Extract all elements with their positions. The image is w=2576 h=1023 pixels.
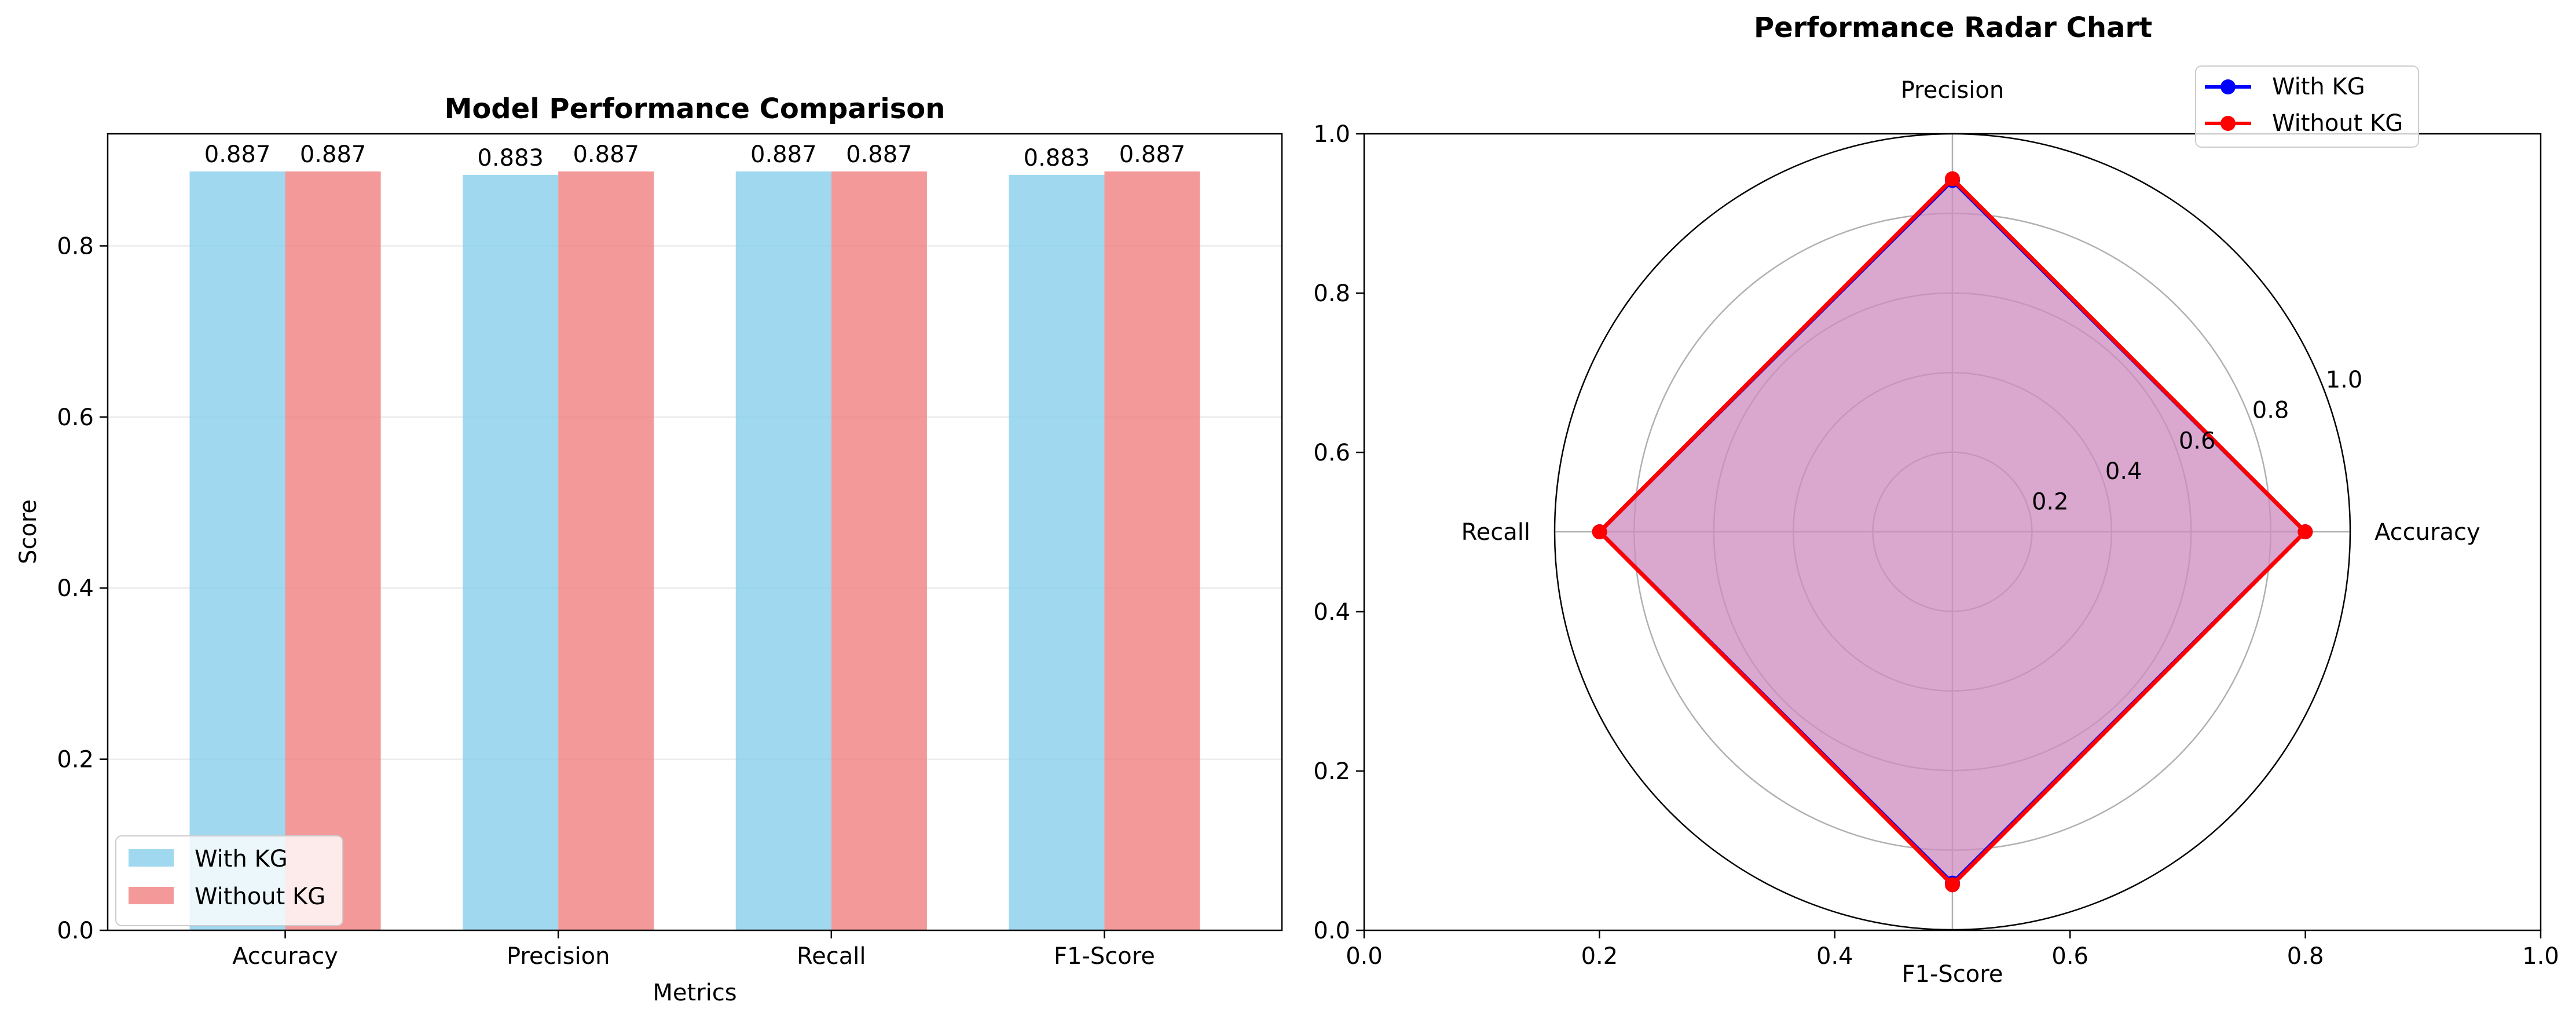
- radar-bg-x-tick-label: 1.0: [2522, 943, 2559, 970]
- bar-chart-title: Model Performance Comparison: [445, 93, 946, 125]
- legend-label-with-kg: With KG: [195, 846, 288, 872]
- bar-with-kg-accuracy: [189, 171, 285, 930]
- legend-label-without-kg: Without KG: [195, 883, 325, 910]
- radar-bg-y-tick-label: 0.8: [1313, 280, 1350, 307]
- legend-swatch-with-kg: [129, 849, 174, 867]
- bar-value-label: 0.887: [1119, 141, 1186, 168]
- radar-r-tick-label: 0.4: [2105, 458, 2142, 485]
- radar-bg-y-tick-label: 0.4: [1313, 599, 1350, 626]
- bar-x-axis-label: Metrics: [653, 980, 736, 1006]
- bar-y-tick-label: 0.0: [57, 918, 94, 944]
- radar-bg-y-tick-label: 0.2: [1313, 758, 1350, 785]
- bar-x-tick-label-precision: Precision: [507, 943, 610, 970]
- radar-axis-label-f1-score: F1-Score: [1902, 961, 2003, 988]
- radar-bg-x-tick-label: 0.6: [2051, 943, 2088, 970]
- legend-swatch-without-kg: [129, 887, 174, 904]
- bar-x-tick-label-accuracy: Accuracy: [232, 943, 338, 970]
- radar-bg-y-tick-label: 0.6: [1313, 440, 1350, 466]
- bar-with-kg-recall: [735, 171, 831, 930]
- bar-x-tick-label-f1-score: F1-Score: [1054, 943, 1155, 970]
- bar-with-kg-precision: [463, 174, 559, 931]
- radar-bg-y-tick-label: 1.0: [1313, 121, 1350, 148]
- radar-point-without-kg-f1-score: [1945, 877, 1960, 893]
- bar-y-tick-label: 0.6: [57, 404, 94, 431]
- radar-r-tick-label: 0.8: [2252, 397, 2289, 424]
- radar-legend-label-without-kg: Without KG: [2272, 110, 2403, 137]
- bar-plot-frame: [107, 133, 1283, 931]
- bar-value-label: 0.887: [573, 141, 639, 168]
- radar-fill-without-kg: [1599, 178, 2306, 885]
- radar-r-tick-label: 0.6: [2179, 428, 2216, 454]
- radar-r-tick-label: 0.2: [2032, 488, 2069, 515]
- bar-legend: With KG Without KG: [115, 835, 343, 926]
- bar-without-kg-precision: [558, 171, 654, 930]
- bar-without-kg-f1-score: [1104, 171, 1200, 930]
- radar-chart: Performance Radar Chart 0.0 0.2 0.4 0.6 0.8 1…: [1313, 12, 2559, 988]
- bar-x-tick-label-recall: Recall: [797, 943, 866, 970]
- bar-value-label: 0.887: [204, 141, 271, 168]
- bar-value-label: 0.883: [477, 145, 544, 171]
- bar-y-tick-label: 0.8: [57, 233, 94, 260]
- radar-point-without-kg-recall: [1592, 524, 1607, 539]
- radar-r-tick-label: 1.0: [2326, 367, 2363, 393]
- bar-y-tick-label: 0.2: [57, 747, 94, 773]
- radar-bg-x-tick-label: 0.0: [1346, 943, 1383, 970]
- radar-point-without-kg-accuracy: [2297, 524, 2313, 539]
- radar-axis-label-recall: Recall: [1461, 519, 1530, 546]
- radar-outer-circle: [1553, 133, 2351, 931]
- radar-axis-label-precision: Precision: [1901, 77, 2004, 104]
- bar-without-kg-accuracy: [285, 171, 381, 930]
- bar-value-label: 0.887: [300, 141, 367, 168]
- radar-point-without-kg-precision: [1945, 171, 1960, 187]
- legend-marker-with-kg: [2220, 79, 2236, 94]
- radar-axis-label-accuracy: Accuracy: [2375, 519, 2480, 546]
- bar-value-label: 0.883: [1024, 145, 1090, 171]
- legend-marker-without-kg: [2220, 116, 2236, 131]
- bar-y-tick-label: 0.4: [57, 575, 94, 602]
- radar-legend-label-with-kg: With KG: [2272, 74, 2365, 100]
- radar-bg-x-tick-label: 0.4: [1816, 943, 1853, 970]
- radar-bg-x-tick-label: 0.8: [2287, 943, 2324, 970]
- bar-y-axis-label: Score: [15, 499, 42, 564]
- bar-with-kg-f1-score: [1009, 174, 1105, 931]
- bar-without-kg-recall: [831, 171, 927, 930]
- radar-bg-y-tick-label: 0.0: [1313, 918, 1350, 944]
- radar-legend: With KG Without KG: [2195, 65, 2419, 148]
- bar-chart: Model Performance Comparison 0.887 0.887 0…: [15, 93, 1283, 1006]
- bar-value-label: 0.887: [846, 141, 913, 168]
- bar-value-label: 0.887: [750, 141, 817, 168]
- radar-chart-title: Performance Radar Chart: [1754, 12, 2152, 44]
- radar-bg-x-tick-label: 0.2: [1581, 943, 1618, 970]
